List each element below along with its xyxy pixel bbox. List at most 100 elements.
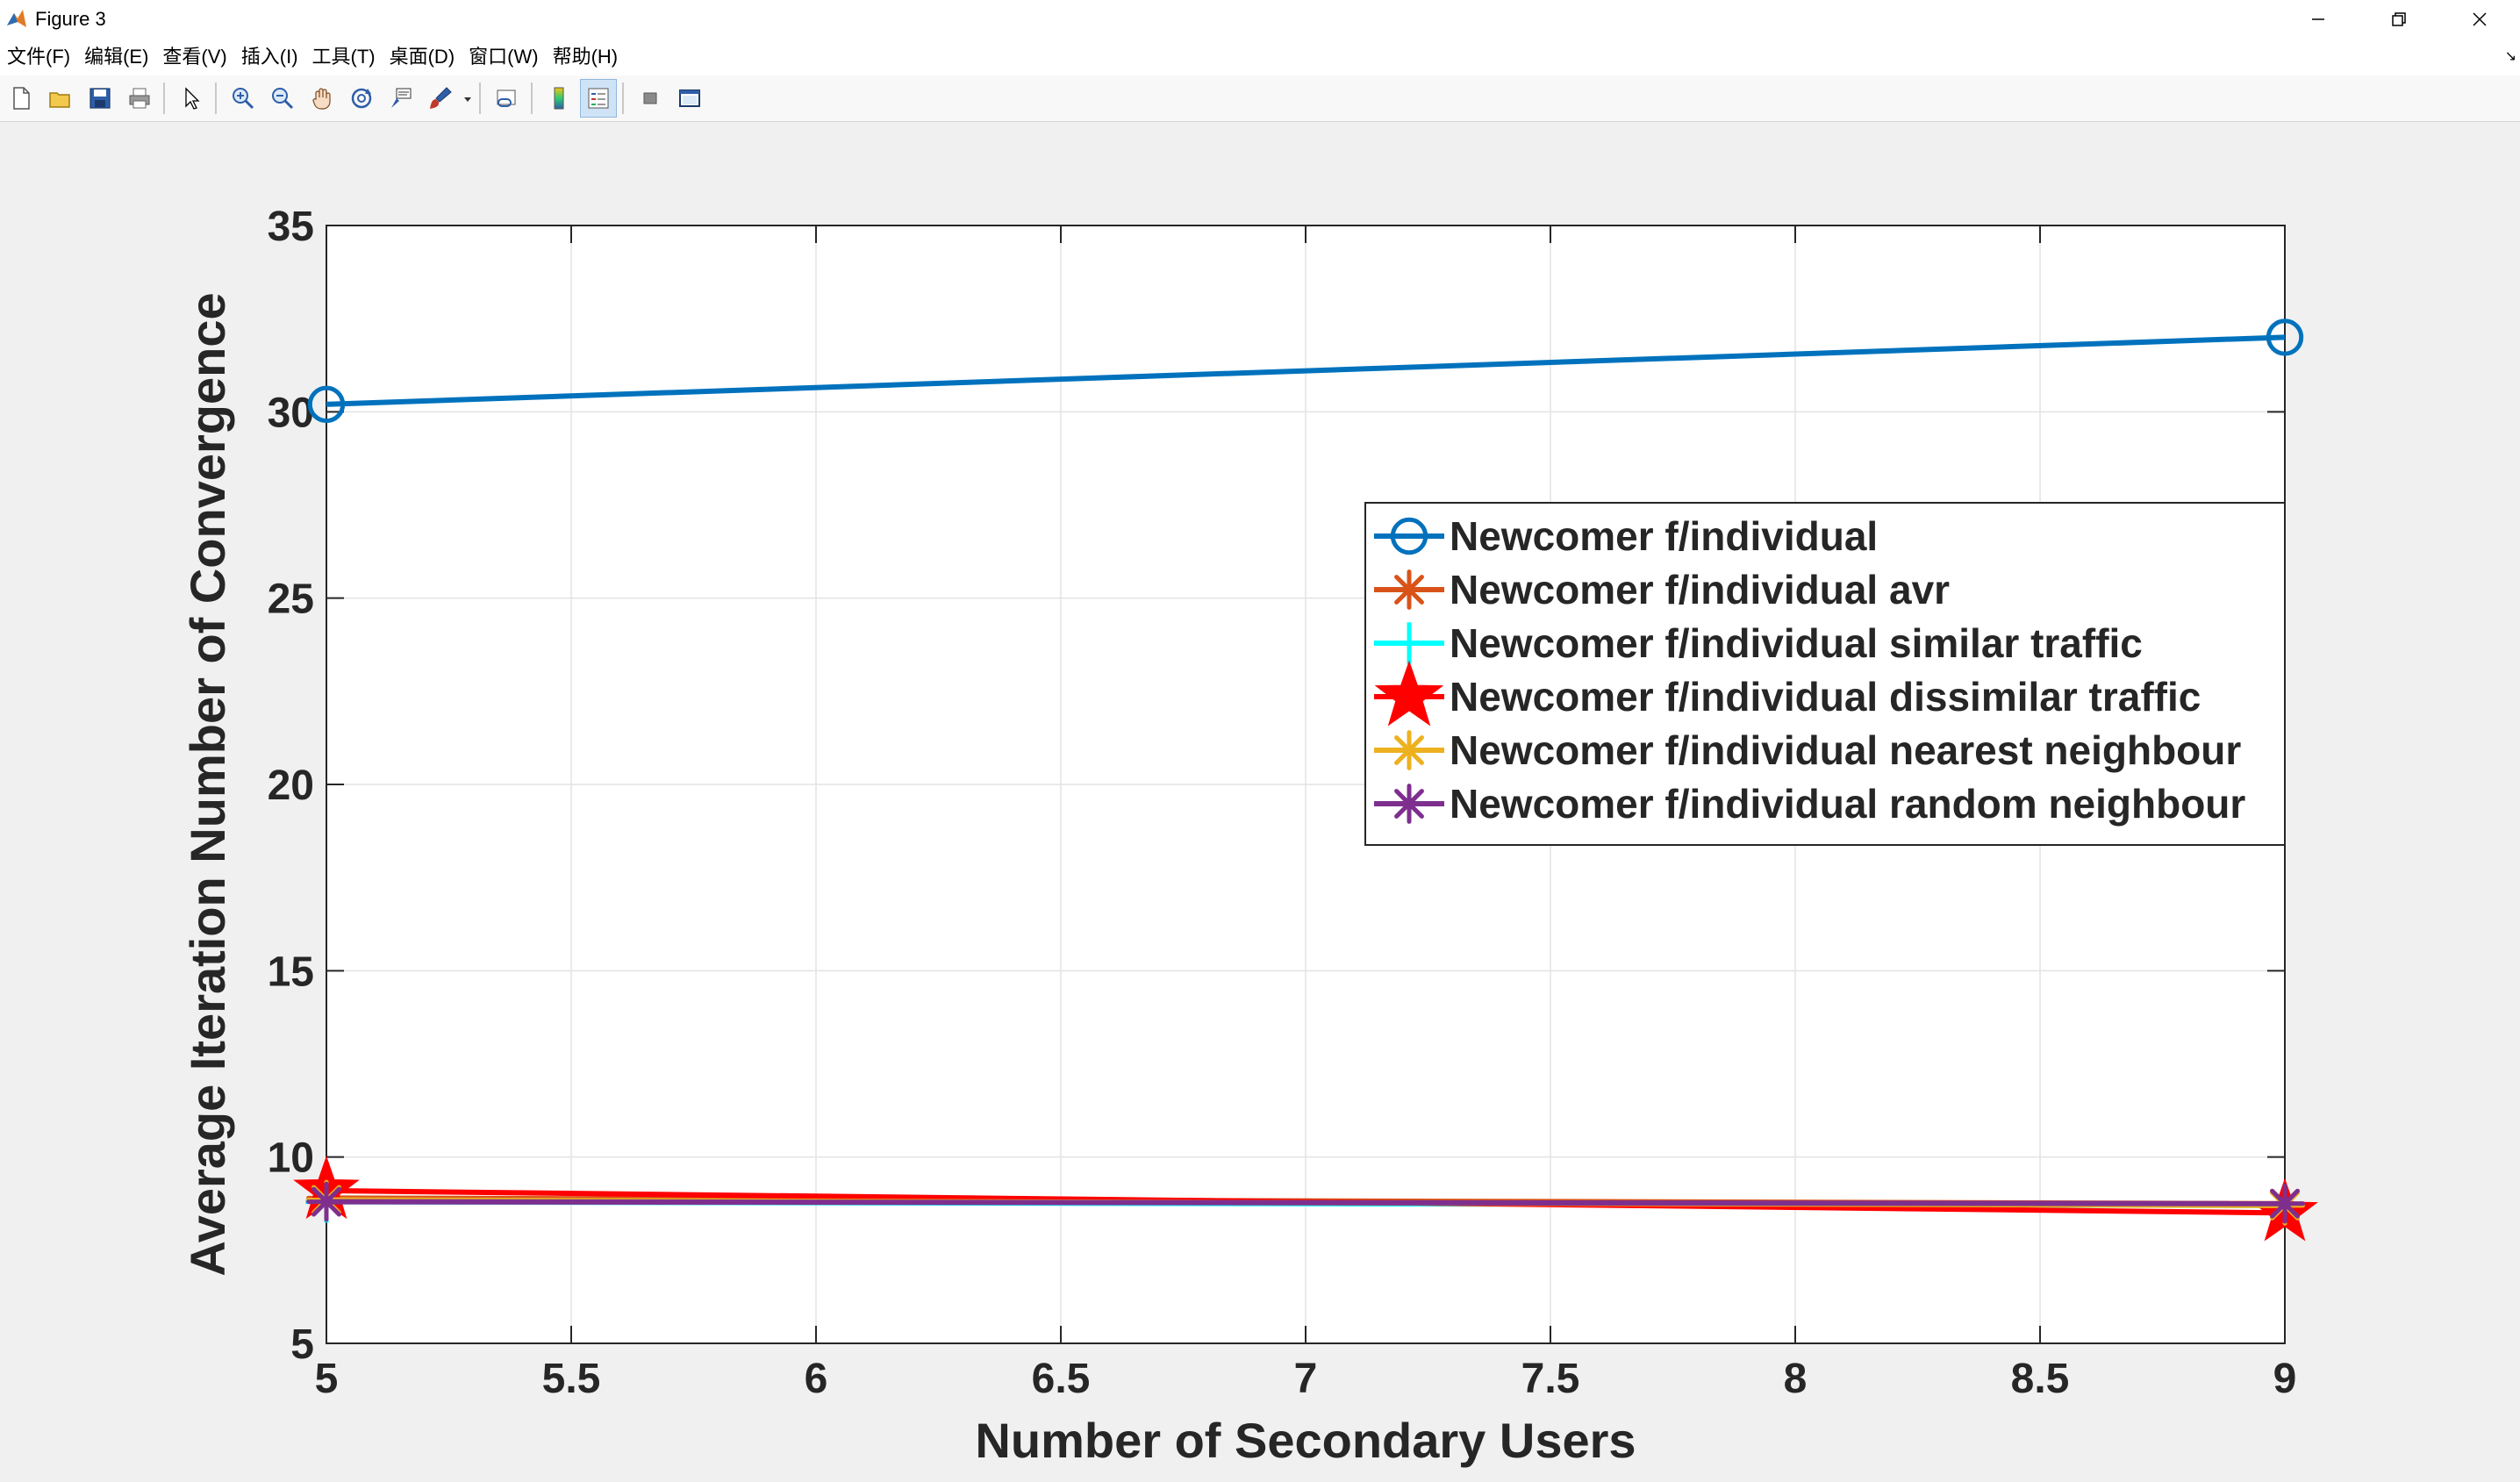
legend-item: Newcomer f/individual (1374, 513, 1878, 559)
y-tick-label: 30 (268, 390, 314, 436)
menu-tools[interactable]: 工具(T) (311, 46, 376, 68)
menu-window[interactable]: 窗口(W) (469, 46, 539, 68)
edit-plot-icon[interactable] (173, 79, 210, 118)
series-line (326, 1199, 2286, 1206)
x-tick-label: 7.5 (1521, 1356, 1580, 1402)
series-6 (306, 1181, 2305, 1224)
save-icon[interactable] (82, 79, 118, 118)
legend-item: Newcomer f/individual random neighbour (1374, 781, 2245, 827)
y-tick-label: 20 (268, 762, 314, 809)
x-tick-label: 5.5 (542, 1356, 601, 1402)
matlab-icon[interactable] (5, 8, 28, 31)
marker-pentagram (1374, 660, 1444, 727)
y-tick-label: 25 (268, 576, 314, 623)
y-axis-label: Average Iteration Number of Convergence (180, 292, 235, 1276)
print-icon[interactable] (121, 79, 158, 118)
pan-icon[interactable] (304, 79, 340, 118)
y-tick-label: 5 (290, 1321, 314, 1368)
colorbar-icon[interactable] (541, 79, 577, 118)
legend-marker (1388, 622, 1430, 664)
data-point-marker (2266, 319, 2304, 356)
minimize-icon (2312, 18, 2324, 20)
marker-asterisk-arm (2270, 1188, 2300, 1219)
menu-help[interactable]: 帮助(H) (552, 46, 619, 68)
legend-marker (1389, 784, 1429, 824)
zoom-out-icon[interactable] (264, 79, 301, 118)
minimize-button[interactable] (2278, 0, 2359, 39)
window-title: Figure 3 (35, 8, 106, 30)
y-tick-label: 35 (268, 204, 314, 250)
data-point-marker (307, 385, 346, 424)
legend: Newcomer f/individual Newcomer f/individu… (1364, 502, 2286, 846)
series-line (326, 334, 2286, 407)
menu-insert[interactable]: 插入(I) (240, 46, 298, 68)
window-controls (2278, 0, 2520, 39)
x-tick-label: 7 (1294, 1356, 1318, 1402)
x-tick-label: 8 (1784, 1356, 1808, 1402)
link-plot-icon[interactable] (489, 79, 526, 118)
menu-desktop[interactable]: 桌面(D) (389, 46, 455, 68)
dock-arrow-icon[interactable]: ↘ (2504, 49, 2516, 64)
marker-circle (307, 385, 346, 424)
line-chart: 5 5.5 6 6.5 7 7.5 8 8.5 9 5 10 15 20 25 30 35 Number of … (180, 204, 2318, 1468)
legend-label: Newcomer f/individual avr (1450, 567, 1950, 612)
legend-item: Newcomer f/individual nearest neighbour (1374, 727, 2241, 773)
legend-label: Newcomer f/individual random neighbour (1450, 781, 2245, 827)
brush-dropdown-icon[interactable] (462, 79, 474, 118)
marker-circle (2266, 319, 2304, 356)
y-tick-label: 15 (268, 949, 314, 995)
legend-marker (1390, 517, 1428, 555)
close-button[interactable] (2439, 0, 2520, 39)
legend-label: Newcomer f/individual similar traffic (1450, 620, 2143, 666)
series-1 (307, 319, 2304, 424)
marker-asterisk-arm (1394, 789, 1424, 819)
data-point-marker (2265, 1183, 2305, 1224)
figure-canvas[interactable]: 5 5.5 6 6.5 7 7.5 8 8.5 9 5 10 15 20 25 30 35 Number of … (0, 122, 2520, 1482)
menu-bar: 文件(F) 编辑(E) 查看(V) 插入(I) 工具(T) 桌面(D) 窗口(W… (0, 39, 2520, 75)
toolbar-separator (531, 82, 533, 114)
x-tick-label: 5 (315, 1356, 339, 1402)
legend-item: Newcomer f/individual dissimilar traffic (1374, 660, 2201, 727)
toolbar-separator (215, 82, 217, 114)
x-tick-label: 9 (2273, 1356, 2297, 1402)
legend-icon[interactable] (580, 79, 617, 118)
data-point-marker (306, 1181, 347, 1222)
legend-box (1364, 502, 2286, 846)
hide-plot-tools-icon[interactable] (632, 79, 669, 118)
menu-file[interactable]: 文件(F) (7, 46, 71, 68)
open-file-icon[interactable] (42, 79, 79, 118)
menu-edit[interactable]: 编辑(E) (84, 46, 149, 68)
data-cursor-icon[interactable] (383, 79, 419, 118)
x-tick-label: 8.5 (2011, 1356, 2070, 1402)
marker-asterisk-arm (311, 1186, 341, 1217)
menu-view[interactable]: 查看(V) (162, 46, 227, 68)
legend-label: Newcomer f/individual (1450, 513, 1878, 559)
x-axis-label: Number of Secondary Users (975, 1413, 1636, 1468)
toolbar-separator (479, 82, 481, 114)
toolbar-separator (622, 82, 624, 114)
zoom-in-icon[interactable] (225, 79, 261, 118)
legend-item: Newcomer f/individual similar traffic (1374, 620, 2143, 666)
window-titlebar: Figure 3 (0, 0, 2520, 39)
new-figure-icon[interactable] (3, 79, 39, 118)
x-tick-label: 6.5 (1032, 1356, 1091, 1402)
marker-circle (1390, 517, 1428, 555)
legend-marker (1374, 660, 1444, 727)
toolbar-separator (163, 82, 165, 114)
show-plot-tools-icon[interactable] (671, 79, 708, 118)
legend-label: Newcomer f/individual dissimilar traffic (1450, 674, 2201, 720)
brush-icon[interactable] (422, 79, 459, 118)
restore-button[interactable] (2359, 0, 2439, 39)
x-tick-label: 6 (805, 1356, 828, 1402)
marker-asterisk-arm (1394, 575, 1424, 605)
rotate-3d-icon[interactable] (343, 79, 380, 118)
legend-label: Newcomer f/individual nearest neighbour (1450, 727, 2241, 773)
close-icon (2473, 12, 2487, 26)
marker-asterisk-arm (1394, 735, 1424, 765)
restore-icon (2392, 12, 2406, 26)
legend-marker (1389, 730, 1429, 770)
legend-item: Newcomer f/individual avr (1374, 567, 1950, 612)
legend-marker (1389, 569, 1429, 610)
y-tick-label: 10 (268, 1135, 314, 1182)
figure-toolbar (0, 75, 2520, 122)
